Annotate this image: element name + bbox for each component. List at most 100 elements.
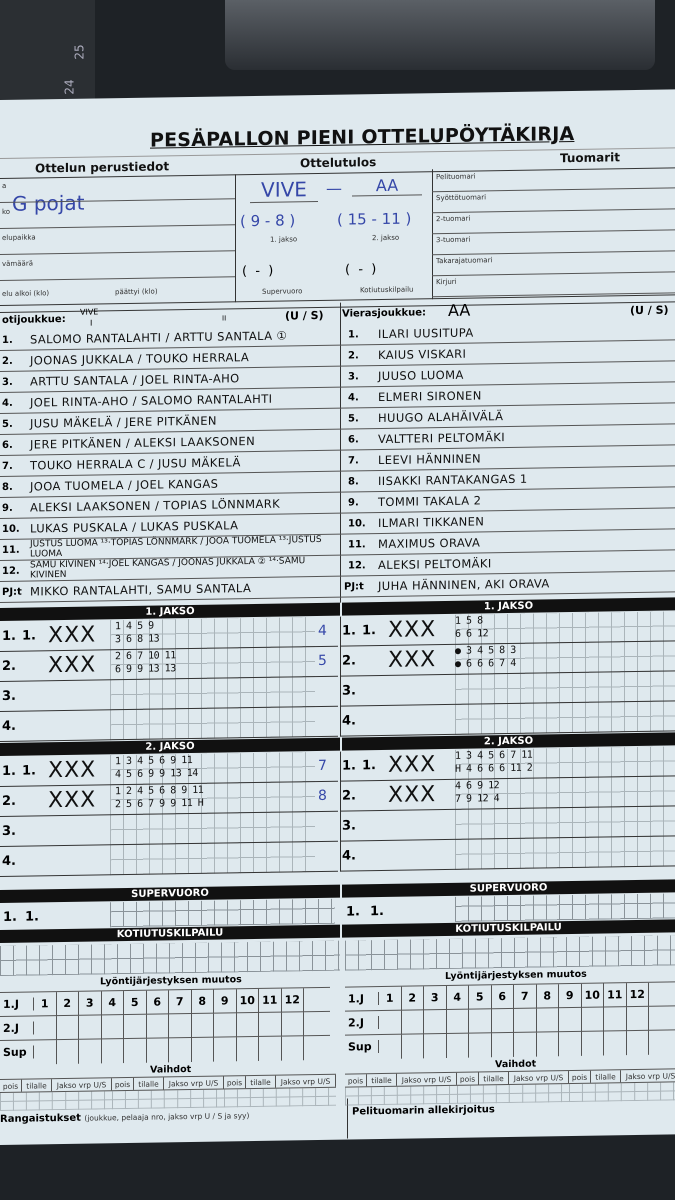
substitution-col-label: pois [0,1079,22,1092]
order-cell[interactable] [401,1009,424,1035]
order-change-row[interactable]: Sup [345,1029,675,1059]
series-value[interactable]: G pojat [12,190,85,216]
row-number: 10. [2,523,20,535]
supervuoro-score[interactable]: ( - ) [242,263,274,280]
order-cell[interactable] [34,1015,57,1040]
base-numbers: 1 3 4 5 6 9 11 4 5 6 9 9 13 14 [115,754,198,781]
order-cell[interactable] [56,1039,79,1064]
order-cell[interactable] [604,1030,627,1056]
order-col-number: 3 [79,990,102,1016]
away-player-name: ELMERI SIRONEN [378,388,482,405]
kotiutus-score[interactable]: ( - ) [345,262,377,278]
supervuoro-grid-home[interactable] [110,898,335,928]
out-marks: XXX [388,647,437,673]
home-team-label: otijoukkue: [2,313,66,326]
runs-total: 5 [318,652,327,670]
order-cell[interactable] [281,1035,304,1061]
order-cell[interactable] [101,1014,124,1039]
result-home[interactable]: VIVE [250,177,318,204]
kotiutus-grid-home[interactable] [0,940,340,976]
order-col-number: 6 [146,989,169,1015]
order-cell[interactable] [214,1012,237,1038]
home-player-name: ALEKSI LAAKSONEN / TOPIAS LÖNNMARK [30,496,281,515]
base-numbers-bottom: 7 9 12 4 [455,793,500,805]
order-cell[interactable] [259,1012,282,1037]
order-cell[interactable] [79,1014,102,1040]
order-cell[interactable] [536,1007,559,1033]
order-cell[interactable] [446,1009,469,1034]
batter-start: 1. [362,758,376,774]
base-numbers: 2 6 7 10 11 6 9 9 13 13 [115,649,176,676]
order-cell[interactable] [604,1006,627,1032]
basic-field-label: a [2,181,7,190]
order-cell[interactable] [559,1007,582,1032]
order-cell[interactable] [236,1036,259,1061]
inning-number: 2. [342,788,356,804]
home-inning-row[interactable]: 4. [0,841,338,877]
order-cell[interactable] [401,1033,424,1059]
order-cell[interactable] [424,1033,447,1058]
order-cell[interactable] [626,1006,649,1031]
order-cell[interactable] [536,1031,559,1057]
referee-label: Takarajatuomari [436,256,493,266]
order-cell[interactable] [379,1034,402,1059]
order-cell[interactable] [146,1037,169,1063]
order-cell[interactable] [259,1036,282,1061]
supervuoro-row-away: 1. [346,904,360,920]
away-inning-row[interactable]: 4. [340,836,675,872]
kotiutus-grid-away[interactable] [345,935,675,971]
out-marks: XXX [48,787,97,814]
home-player-name: SALOMO RANTALAHTI / ARTTU SANTALA ① [30,328,288,347]
base-numbers: 1 2 4 5 6 8 9 11 2 5 6 7 9 9 11 H [115,784,203,811]
order-cell[interactable] [581,1007,604,1032]
order-cell[interactable] [581,1031,604,1056]
order-cell[interactable] [214,1036,237,1062]
order-cell[interactable] [191,1037,214,1062]
away-player-name: MAXIMUS ORAVA [378,535,481,552]
order-cell[interactable] [514,1032,537,1057]
order-col-number: 2 [56,991,79,1016]
order-cell[interactable] [124,1014,147,1039]
order-cell[interactable] [79,1038,102,1064]
away-team-name[interactable]: AA [448,300,471,320]
order-cell[interactable] [236,1012,259,1037]
home-player-name: JOONAS JUKKALA / TOUKO HERRALA [30,350,250,368]
home-team-name[interactable]: VIVE [80,307,99,317]
order-cell[interactable] [101,1038,124,1063]
order-cell[interactable] [491,1032,514,1057]
period1-score[interactable]: ( 9 - 8 ) [240,211,296,231]
runs-total: 8 [318,787,327,805]
order-cell[interactable] [191,1013,214,1038]
order-cell[interactable] [424,1009,447,1034]
order-col-number: 12 [281,987,304,1013]
pj-label: PJ:t [344,580,364,593]
home-inning-row[interactable]: 4. [0,706,338,742]
base-numbers-bottom: 3 6 8 13 [115,633,160,646]
order-cell[interactable] [379,1010,402,1035]
order-cell[interactable] [559,1031,582,1056]
order-cell[interactable] [34,1039,57,1064]
order-cell[interactable] [626,1030,649,1055]
substitution-col-label: Jakso vrp U/S [52,1078,112,1092]
order-cell[interactable] [281,1011,304,1037]
order-cell[interactable] [446,1033,469,1058]
order-cell[interactable] [469,1008,492,1034]
period2-score[interactable]: ( 15 - 11 ) [337,209,412,229]
order-cell[interactable] [56,1015,79,1040]
order-change-row[interactable]: Sup [0,1034,330,1064]
order-cell[interactable] [491,1008,514,1033]
order-cell[interactable] [146,1013,169,1039]
home-us-label: (U / S) [285,308,324,323]
order-cell[interactable] [469,1032,492,1058]
order-cell[interactable] [514,1008,537,1033]
order-cell[interactable] [124,1038,147,1063]
order-cell[interactable] [169,1037,192,1062]
order-col-number: 10 [581,983,604,1008]
substitutions-grid[interactable] [0,1087,336,1111]
row-number: 11. [2,544,20,556]
order-cell[interactable] [169,1013,192,1038]
supervuoro-grid-away[interactable] [455,893,675,922]
inning-number: 1. [342,623,356,639]
away-inning-row[interactable]: 4. [340,701,675,737]
result-away[interactable]: AA [352,175,422,197]
